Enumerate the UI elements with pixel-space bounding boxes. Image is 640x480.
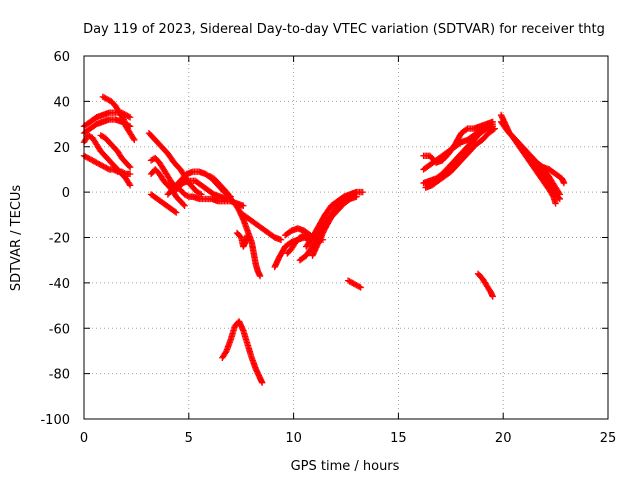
plot-frame [83,55,609,420]
data-point [491,125,499,132]
series-arc-o [233,229,251,250]
x-tick-label: 20 [495,431,512,446]
series-arc-ab [422,125,499,191]
data-point [173,209,180,216]
data-point [356,283,363,290]
data-point [184,192,191,200]
grid-lines [84,56,608,419]
data-point [490,126,497,133]
data-point [104,165,111,172]
series-arc-j [147,191,180,216]
y-tick-label: -20 [49,232,70,247]
data-point [300,232,308,239]
series-arc-af [520,145,568,187]
series-arc-e [80,132,134,189]
series-arc-f [97,132,134,171]
data-points [80,93,568,386]
series-arc-w [309,193,360,259]
y-axis-label: SDTVAR / TECUs [9,185,24,292]
data-point [180,201,187,208]
series-arc-c [99,93,138,144]
y-tick-label: 20 [53,141,70,156]
series-arc-x [344,277,364,291]
data-point [196,190,204,197]
data-point [353,193,360,200]
data-point [131,136,138,144]
y-tick-label: 60 [53,50,70,65]
data-point [171,208,179,215]
x-tick-label: 5 [185,431,193,446]
x-tick-labels: 0 5 10 15 20 25 [80,431,616,446]
data-point [277,236,285,243]
data-point [258,379,266,386]
data-point [359,188,366,196]
data-point [181,202,188,209]
axis-ticks [83,55,609,420]
series-arc-q [219,318,266,386]
y-tick-label: -100 [40,413,70,428]
data-point [126,180,133,188]
series-arc-i [147,166,188,209]
x-axis-label: GPS time / hours [291,459,400,474]
y-tick-label: -80 [49,368,70,383]
data-point [357,284,364,291]
series-arc-ae [508,132,559,207]
data-point [556,195,563,203]
data-point [130,135,137,142]
x-tick-label: 15 [390,431,407,446]
y-tick-label: -60 [49,322,70,337]
data-point [126,114,134,121]
y-tick-labels: -100 -80 -60 -40 -20 0 20 40 60 [40,50,70,428]
data-point [463,126,470,133]
series-arc-v [302,188,360,250]
data-point [125,162,133,170]
data-point [240,202,247,209]
data-point [256,272,264,280]
data-point [489,293,496,300]
y-tick-label: 40 [53,95,70,110]
data-point [126,163,134,171]
chart-title: Day 119 of 2023, Sidereal Day-to-day VTE… [83,22,605,37]
x-tick-label: 25 [600,431,617,446]
series-arc-d [80,152,134,178]
series-arc-p [240,211,285,243]
y-tick-label: 0 [62,186,70,201]
data-point [125,113,132,120]
data-point [552,200,559,207]
series-arc-t [284,232,308,257]
data-point [244,232,251,239]
x-tick-label: 0 [80,431,88,446]
x-tick-label: 10 [285,431,302,446]
series-arc-l [173,177,230,203]
y-tick-label: -40 [49,277,70,292]
series-arc-ag [474,270,496,300]
data-point [299,232,306,240]
data-point [126,182,134,189]
data-point [560,179,568,187]
data-point [126,170,134,178]
